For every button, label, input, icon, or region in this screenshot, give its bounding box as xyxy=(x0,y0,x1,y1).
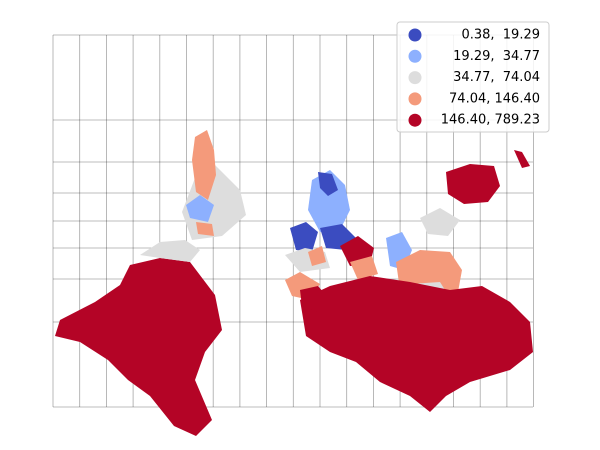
legend-marker xyxy=(408,49,422,63)
legend-label: 0.38, 19.29 xyxy=(461,28,540,43)
region xyxy=(290,222,318,252)
regions xyxy=(55,130,533,436)
legend-label: 146.40, 789.23 xyxy=(441,113,540,128)
region xyxy=(308,170,350,232)
region xyxy=(192,130,216,200)
legend-label: 74.04, 146.40 xyxy=(449,91,540,106)
legend-label: 34.77, 74.04 xyxy=(453,70,540,85)
region xyxy=(350,256,378,280)
region xyxy=(300,276,533,412)
region xyxy=(318,172,338,196)
region xyxy=(420,208,460,236)
legend-marker xyxy=(408,28,422,42)
region xyxy=(300,286,330,312)
legend-marker xyxy=(408,113,422,127)
region xyxy=(55,258,222,436)
region xyxy=(186,195,214,222)
region xyxy=(514,150,530,168)
region xyxy=(196,222,214,236)
legend: 0.38, 19.29 19.29, 34.77 34.77, 74.04 74.04… xyxy=(396,21,550,133)
region xyxy=(140,240,200,262)
region xyxy=(446,164,500,204)
region xyxy=(308,246,326,266)
legend-marker xyxy=(408,71,422,85)
legend-box xyxy=(396,21,550,133)
legend-label: 19.29, 34.77 xyxy=(453,49,540,64)
legend-marker xyxy=(408,92,422,106)
